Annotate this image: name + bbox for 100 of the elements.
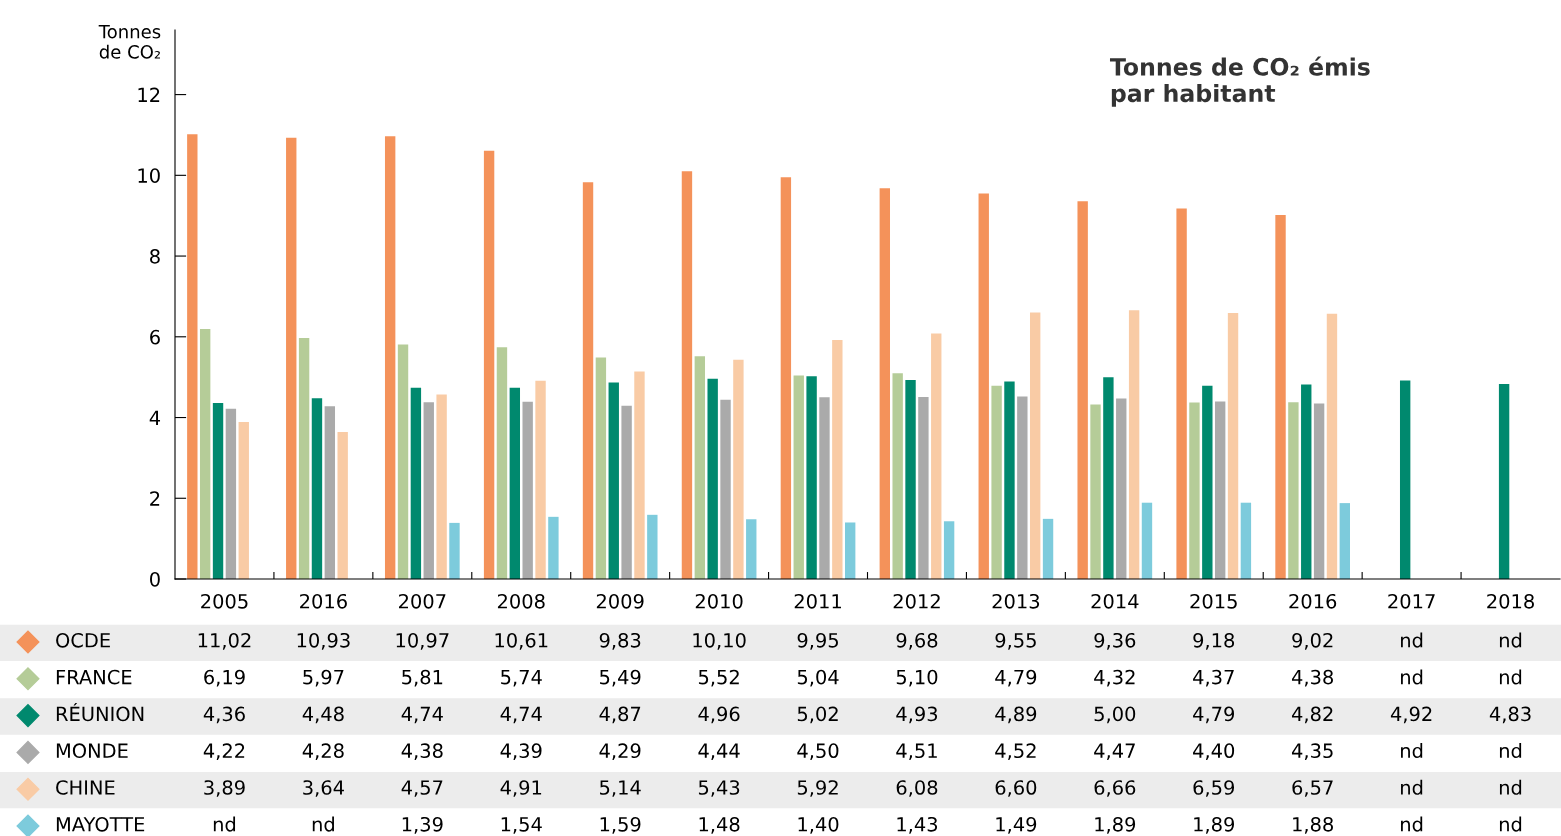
bar [793, 375, 804, 579]
x-tick-label: 2012 [893, 593, 940, 609]
bar [943, 521, 955, 579]
y-tick-label: 8 [150, 249, 160, 264]
legend-label: CHINE [56, 780, 115, 795]
legend-label: MAYOTTE [56, 816, 145, 832]
data-label: 4,22 [203, 743, 245, 761]
bar [806, 376, 817, 579]
bar [286, 137, 297, 579]
data-label: 4,93 [896, 706, 938, 724]
bar [1275, 214, 1286, 579]
x-tick-label: 2008 [497, 593, 545, 609]
y-tick-label: 12 [138, 87, 160, 102]
data-label: 5,81 [402, 669, 443, 687]
bar [1128, 310, 1140, 579]
bar [496, 347, 508, 579]
bar [187, 134, 198, 579]
x-tick-label: 2011 [794, 593, 841, 609]
data-label: 4,83 [1489, 706, 1531, 724]
bar [681, 171, 693, 579]
data-label: 1,39 [402, 816, 443, 834]
y-tick-label: 0 [150, 571, 160, 587]
legend-label: MONDE [56, 743, 128, 759]
data-label: 9,18 [1193, 632, 1235, 650]
bar [410, 387, 422, 579]
data-label: 4,57 [401, 780, 443, 797]
bar [991, 385, 1002, 579]
bar [1116, 398, 1127, 579]
data-label: 4,91 [500, 780, 542, 797]
data-label: 4,38 [1291, 669, 1333, 687]
bar [548, 516, 559, 579]
bar [1301, 384, 1312, 579]
data-label: 5,00 [1094, 706, 1136, 724]
bar [1399, 380, 1411, 579]
bar [1189, 402, 1200, 579]
data-label: 6,60 [995, 780, 1037, 797]
data-label: 4,82 [1291, 706, 1333, 724]
data-label: 5,10 [896, 669, 938, 687]
bar [483, 150, 495, 579]
text: nd [1499, 632, 1522, 648]
data-label: 4,37 [1193, 669, 1234, 687]
data-label: 5,43 [698, 780, 740, 797]
y-axis-title: Tonnes de CO₂ [98, 25, 161, 59]
x-tick-label: 2007 [399, 593, 446, 609]
data-label: 4,32 [1094, 669, 1135, 687]
text: nd [1401, 632, 1423, 648]
data-label: 9,55 [995, 632, 1036, 650]
bar [746, 519, 757, 579]
bar [324, 406, 336, 579]
x-tick-label: 2015 [1190, 593, 1237, 609]
bar [621, 405, 632, 579]
bar [449, 522, 460, 579]
bar [582, 182, 594, 579]
bar [844, 522, 856, 579]
x-tick-label: 2018 [1487, 593, 1534, 609]
y-tick-label: 4 [149, 410, 161, 425]
bar [931, 333, 942, 579]
text: nd [1499, 742, 1522, 759]
data-label: 6,19 [204, 669, 245, 687]
data-label: 9,95 [797, 632, 838, 650]
bar [832, 340, 843, 579]
bar [1017, 396, 1028, 579]
bar [978, 193, 989, 579]
data-label: 5,14 [600, 780, 641, 797]
bar [436, 394, 447, 579]
text: nd [1401, 669, 1423, 685]
bar [298, 338, 310, 579]
data-label: 4,36 [203, 706, 245, 724]
bar [1029, 312, 1041, 579]
y-tick-label: 10 [138, 168, 160, 183]
data-label: 1,59 [600, 816, 641, 834]
bar [780, 177, 792, 579]
data-label: 5,92 [797, 780, 838, 797]
bar [1326, 313, 1338, 579]
bar [819, 397, 830, 579]
data-label: 4,87 [599, 706, 641, 724]
data-label: 10,93 [297, 632, 350, 650]
data-label: 4,74 [500, 706, 542, 724]
data-label: 1,43 [897, 816, 938, 834]
bar [1339, 503, 1351, 579]
data-label: 4,92 [1390, 706, 1432, 724]
data-label: 9,02 [1292, 632, 1333, 650]
bar [707, 378, 718, 579]
data-label: 6,08 [896, 780, 938, 797]
x-tick-label: 2014 [1091, 593, 1139, 609]
bar [1141, 502, 1153, 579]
bar [1240, 502, 1252, 579]
bar [905, 379, 916, 579]
data-label: 1,89 [1194, 816, 1235, 834]
bar [634, 371, 645, 579]
data-label: 5,52 [698, 669, 739, 687]
x-tick-label: 2005 [201, 593, 248, 609]
bar [1202, 385, 1213, 579]
bar [423, 402, 434, 579]
data-label: 4,48 [302, 706, 344, 724]
x-tick-label: 2016 [1289, 593, 1337, 609]
data-label: 10,97 [396, 632, 449, 650]
data-label: 5,97 [303, 669, 344, 687]
data-label: 4,79 [1193, 706, 1235, 724]
data-label: 4,29 [599, 743, 641, 761]
